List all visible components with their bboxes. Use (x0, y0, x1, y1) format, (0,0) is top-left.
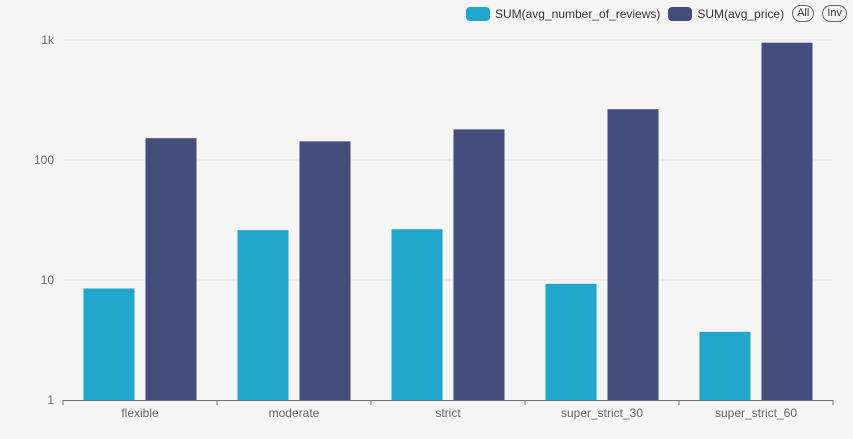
bar-reviews (391, 229, 443, 400)
bar-price (299, 141, 351, 400)
x-tick-label: super_strict_30 (561, 406, 643, 420)
x-tick-label: flexible (121, 406, 159, 420)
x-tick-label: strict (435, 406, 461, 420)
y-tick-label: 10 (41, 273, 55, 287)
legend-swatch-reviews (465, 6, 490, 21)
y-tick-label: 1 (47, 393, 54, 407)
x-tick-label: moderate (269, 406, 320, 420)
bar-price (145, 138, 197, 400)
bar-reviews (83, 288, 135, 400)
select-all-button[interactable]: All (792, 5, 815, 22)
bar-price (607, 109, 659, 400)
legend-item-price[interactable]: SUM(avg_price) (668, 6, 785, 21)
x-tick-label: super_strict_60 (715, 406, 797, 420)
bar-price (453, 129, 505, 400)
legend-item-reviews[interactable]: SUM(avg_number_of_reviews) (465, 6, 661, 21)
invert-selection-button[interactable]: Inv (822, 5, 847, 22)
bar-reviews (699, 331, 751, 400)
y-tick-label: 100 (34, 153, 54, 167)
bar-reviews (545, 283, 597, 400)
bar-reviews (237, 230, 289, 400)
legend: SUM(avg_number_of_reviews) SUM(avg_price… (465, 5, 847, 22)
legend-swatch-price (668, 6, 693, 21)
bar-price (761, 42, 813, 401)
legend-label-price: SUM(avg_price) (697, 6, 785, 21)
y-tick-label: 1k (41, 33, 55, 47)
legend-label-reviews: SUM(avg_number_of_reviews) (494, 6, 661, 21)
